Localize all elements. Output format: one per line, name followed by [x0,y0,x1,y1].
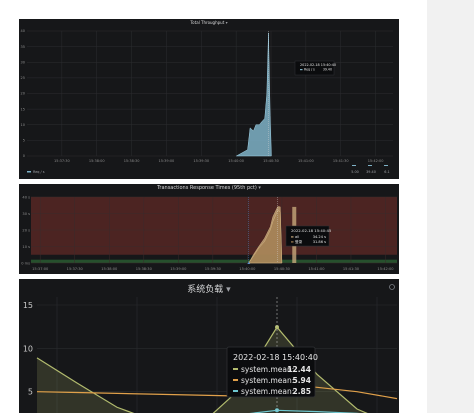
chevron-down-icon: ▾ [225,20,228,25]
tooltip-box [294,60,335,76]
x-tick-label: 15:41:00 [308,267,325,271]
tooltip-value: 39.40 [323,68,332,72]
y-tick-label: 10 [23,344,33,353]
throughput-title-text: Total Throughput [190,20,225,25]
legend-value: 5.00 [351,170,359,174]
response-times-chart[interactable]: 0 ms 10 s 20 s 30 s 40 s 15:37:00 15:37:30 15:3… [19,184,399,274]
x-tick-label: 15:38:30 [124,159,140,163]
chevron-down-icon: ▾ [258,185,261,191]
x-tick-label: 15:41:30 [343,267,360,271]
legend-value: 6.1 [384,170,389,174]
y-tick-label: 5 [23,139,25,143]
chevron-down-icon: ▾ [226,285,231,295]
y-tick-label: 40 s [22,195,30,199]
series-line-0 [36,326,368,413]
tooltip-label: system.mean: [241,376,294,385]
tooltip-label: system.mean: [241,387,294,396]
response-times-panel: Transactions Response Times (95th pct) ▾… [19,184,399,274]
y-tick-label: 30 s [22,212,30,216]
tooltip-box [285,225,330,247]
legend-swatch [27,171,31,173]
threshold-band [31,197,397,255]
tooltip-label: system.mean: [241,365,294,374]
y-tick-label: 10 [21,123,25,127]
tooltip-label: 登录 [295,239,303,244]
legend-column-swatch [352,165,356,166]
y-tick-label: 20 s [22,228,30,232]
response-area-1 [248,210,283,264]
x-tick-label: 15:38:00 [101,267,118,271]
x-tick-label: 15:37:30 [54,159,70,163]
tooltip-swatch [233,390,238,392]
tooltip-time: 2022-02-18 15:40:40 [300,63,336,67]
system-load-panel: 系统负载 ▾ 5 10 15 2022-02-18 15:40:40 system.me… [19,279,399,413]
tooltip-value: 12.44 [287,365,311,374]
tooltip-time: 2022-02-18 15:40:40 [233,353,318,362]
x-tick-label: 15:37:00 [32,267,49,271]
y-tick-label: 25 [21,76,25,80]
x-tick-label: 15:40:30 [263,159,279,163]
x-tick-label: 15:38:00 [89,159,105,163]
y-tick-label: 40 [21,29,25,33]
series-point-0 [275,325,279,330]
annotation-marker [247,262,251,264]
system-load-panel-title[interactable]: 系统负载 ▾ [19,282,399,295]
x-tick-label: 15:40:00 [239,267,256,271]
tooltip-label: all [295,235,299,239]
legend-column-swatch [384,165,388,166]
x-tick-label: 15:39:00 [170,267,187,271]
throughput-chart[interactable]: 0 5 10 15 20 25 30 35 40 15:37:30 15:38:00 15:38:30… [19,19,399,179]
x-tick-label: 15:41:00 [298,159,314,163]
x-tick-label: 15:40:00 [228,159,244,163]
tooltip-value: 2.85 [292,387,311,396]
x-tick-label: 15:41:30 [333,159,349,163]
response-times-panel-title[interactable]: Transactions Response Times (95th pct) ▾ [19,185,399,191]
y-tick-label: 15 [23,301,33,310]
tooltip-swatch [300,69,303,71]
legend-value: 39.40 [366,170,376,174]
tooltip-time: 2022-02-18 15:40:45 [291,228,332,233]
throughput-area [235,32,272,157]
tooltip-label: Req / s [304,68,315,72]
legend-label: Req / s [33,170,45,174]
series-line-2 [249,409,360,413]
series-line-1 [36,382,398,400]
y-tick-label: 35 [21,45,25,49]
tooltip-value: 5.94 [292,376,311,385]
y-tick-label: 0 [23,154,25,158]
throughput-panel: Total Throughput ▾ 0 5 10 15 20 25 30 35 40 15:37… [19,19,399,179]
response-times-title-text: Transactions Response Times (95th pct) [157,185,257,191]
x-tick-label: 15:42:00 [377,267,394,271]
tooltip-swatch [291,236,294,238]
x-tick-label: 15:40:30 [274,267,291,271]
y-tick-label: 5 [28,388,33,397]
right-side-panel [427,0,474,413]
y-tick-label: 0 ms [21,261,30,265]
y-tick-label: 20 [21,92,25,96]
legend-column-swatch [368,165,372,166]
y-tick-label: 10 s [22,245,30,249]
ok-band [31,259,397,263]
tooltip-swatch [233,379,238,381]
x-tick-label: 15:39:00 [159,159,175,163]
system-load-title-text: 系统负载 [187,285,224,295]
y-tick-label: 15 [21,107,25,111]
tooltip-swatch [233,368,238,370]
x-tick-label: 15:37:30 [67,267,84,271]
x-tick-label: 15:38:30 [136,267,153,271]
x-tick-label: 15:39:30 [205,267,222,271]
tooltip-box [226,346,316,398]
tooltip-value: 34.24 s [313,235,326,239]
x-tick-label: 15:42:00 [368,159,384,163]
tooltip-swatch [291,241,294,243]
x-tick-label: 15:39:30 [193,159,209,163]
throughput-panel-title[interactable]: Total Throughput ▾ [19,20,399,25]
tooltip-value: 31.86 s [313,240,326,244]
y-tick-label: 30 [21,60,25,64]
